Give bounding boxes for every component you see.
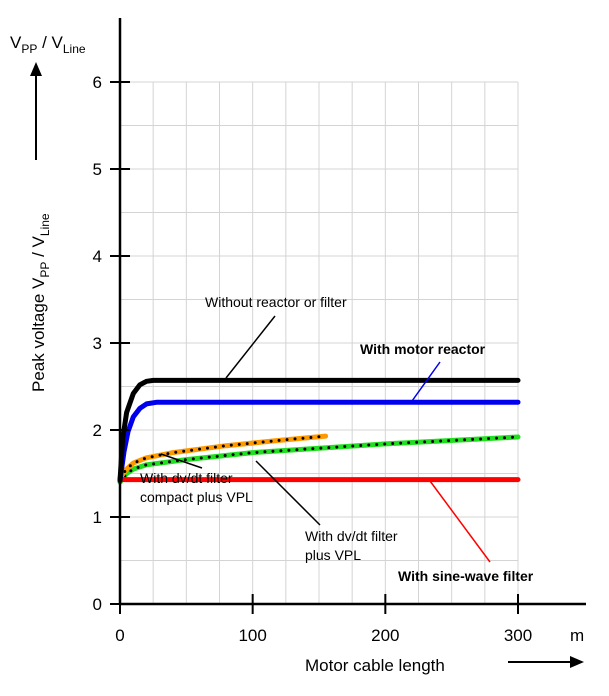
y-tick-label: 1 [93,508,102,527]
axes [110,18,586,614]
y-tick-label: 4 [93,247,102,266]
y-top-label: VPP / VLine [10,33,86,56]
y-axis-arrow-head [30,62,42,76]
series-line-1 [117,399,521,483]
series-annotations: Without reactor or filter With motor reac… [140,294,534,584]
series-dots-2 [118,434,328,480]
x-tick-label: 300 [504,626,532,645]
y-tick-label: 0 [93,595,102,614]
grid [120,81,519,604]
series-label-line: With motor reactor [360,341,486,357]
y-tick-label: 3 [93,334,102,353]
series-label-line: compact plus VPL [140,489,253,505]
y-tick-label: 5 [93,160,102,179]
series-label-1: With motor reactor [360,341,486,357]
series-label-3: With dv/dt filter plus VPL [305,528,398,563]
series-label-line: With dv/dt filter [305,528,398,544]
annotation-leader-0 [225,315,276,379]
series-label-line: plus VPL [305,547,361,563]
x-tick-label: 100 [238,626,266,645]
series-label-line: With dv/dt filter [140,470,233,486]
series-label-line: With sine-wave filter [398,568,534,584]
x-axis-unit: m [570,626,584,645]
series-line-0 [117,377,521,483]
series-label-4: With sine-wave filter [398,568,534,584]
y-axis-label: Peak voltage VPP / VLine [29,213,52,392]
x-axis-label-arrow-head [570,656,584,668]
tick-labels: 0 1 2 3 4 5 6 0 100 200 300 [93,73,533,645]
series-label-2: With dv/dt filter compact plus VPL [140,470,253,505]
annotation-leaders [160,315,491,563]
series-label-line: Without reactor or filter [205,294,347,310]
annotation-leader-3 [255,460,321,526]
x-tick-label: 200 [371,626,399,645]
annotation-leader-1 [411,361,441,402]
x-axis-label: Motor cable length [305,656,445,675]
annotation-leader-4 [429,480,491,563]
series-label-0: Without reactor or filter [205,294,347,310]
x-tick-label: 0 [115,626,124,645]
y-axis-label-group: Peak voltage VPP / VLine [29,62,52,392]
y-tick-label: 6 [93,73,102,92]
series-layer [117,377,521,485]
annotation-leader-2 [160,453,203,469]
series-line-3 [117,434,521,485]
y-tick-label: 2 [93,421,102,440]
